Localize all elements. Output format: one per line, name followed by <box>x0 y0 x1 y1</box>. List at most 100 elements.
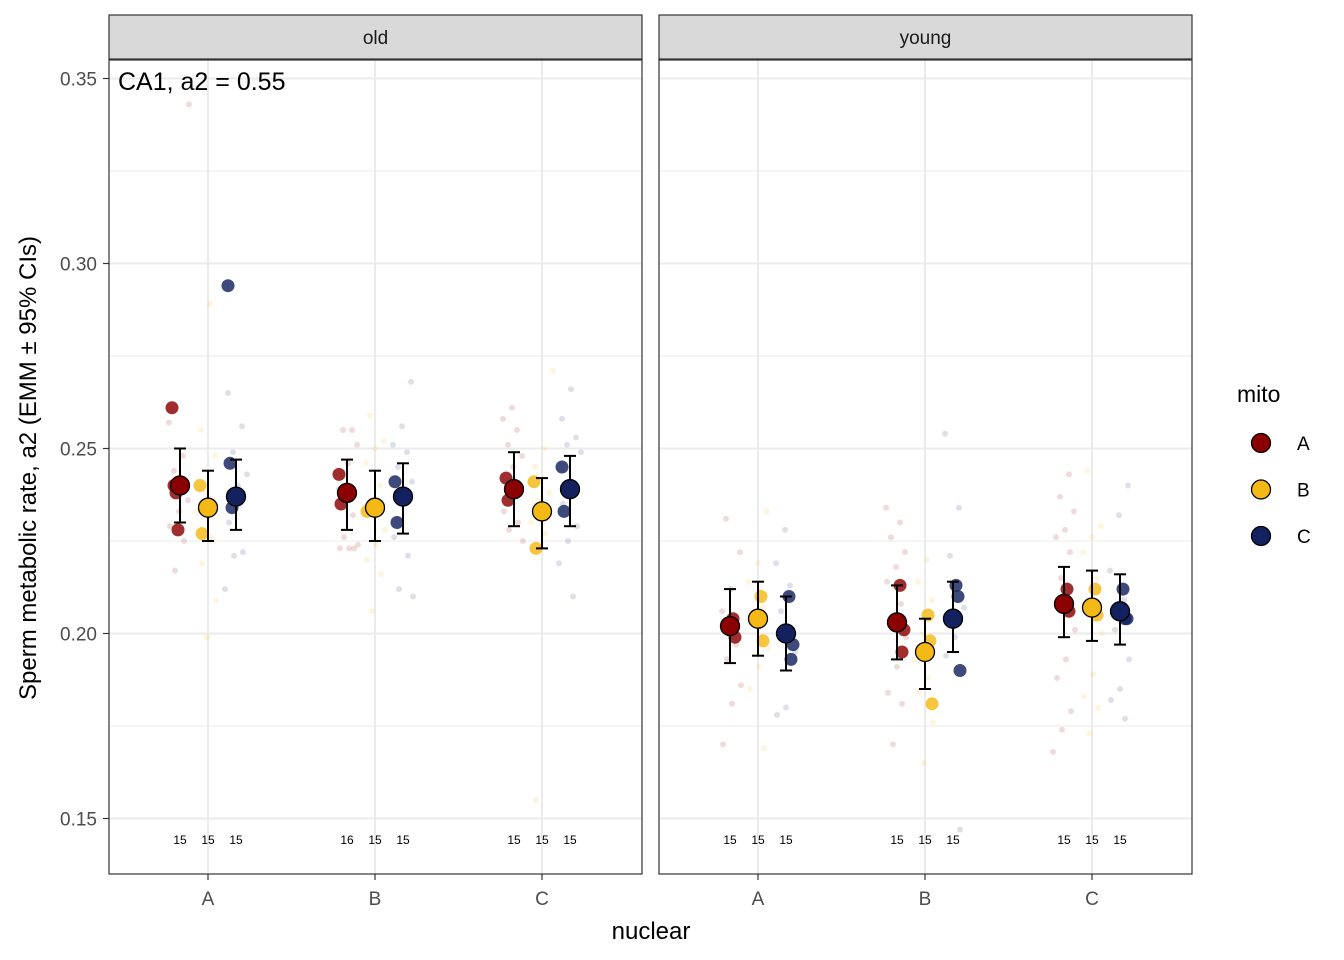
raw-point-faint <box>377 482 383 489</box>
legend-label-B: B <box>1297 481 1310 502</box>
raw-point-faint <box>723 515 729 522</box>
raw-point-faint <box>515 519 521 526</box>
raw-point-faint <box>519 452 525 459</box>
group-A-B: 15 <box>193 301 219 847</box>
x-tick-label: A <box>202 889 215 910</box>
x-tick-label: B <box>919 889 932 910</box>
raw-point-faint <box>1112 626 1118 633</box>
raw-point <box>953 664 967 677</box>
raw-point <box>165 401 179 415</box>
raw-point-faint <box>893 563 899 570</box>
raw-point-faint <box>720 741 726 748</box>
raw-point-faint <box>222 586 228 593</box>
group-A-C: 15 <box>773 526 800 847</box>
sample-size-label: 15 <box>229 833 243 847</box>
raw-point <box>193 479 207 492</box>
raw-point-faint <box>231 552 237 559</box>
y-tick-label: 0.35 <box>60 70 97 91</box>
strip-background <box>658 14 1193 60</box>
raw-point-faint <box>890 741 896 748</box>
raw-point-faint <box>355 541 361 548</box>
raw-point-faint <box>578 449 584 456</box>
raw-point-faint <box>520 538 526 544</box>
raw-point-faint <box>756 663 762 670</box>
emm-point <box>197 497 219 518</box>
legend-key-C <box>1250 525 1272 547</box>
raw-point <box>388 475 402 489</box>
raw-point-faint <box>1095 704 1101 711</box>
raw-point-faint <box>1063 656 1069 663</box>
raw-point-faint <box>574 523 580 530</box>
raw-point-faint <box>916 689 922 696</box>
raw-point-faint <box>898 600 904 607</box>
x-tick-label: C <box>1085 889 1099 910</box>
raw-point-faint <box>1066 471 1072 478</box>
raw-point-faint <box>364 556 370 563</box>
raw-point-faint <box>505 441 511 448</box>
raw-point <box>171 523 185 537</box>
raw-point-faint <box>180 452 186 459</box>
raw-point-faint <box>408 378 414 385</box>
group-A-B: 15 <box>746 508 771 847</box>
legend-title: mito <box>1237 381 1280 407</box>
sample-size-label: 15 <box>201 833 215 847</box>
raw-point-faint <box>947 552 953 559</box>
emm-point <box>775 623 797 644</box>
raw-point-faint <box>1068 708 1074 715</box>
raw-point-faint <box>778 608 784 615</box>
raw-point-faint <box>747 686 753 692</box>
group-C-B: 15 <box>1080 467 1105 847</box>
group-B-C: 15 <box>388 378 416 847</box>
emm-point <box>1053 593 1075 615</box>
group-B-A: 16 <box>332 427 361 847</box>
group-C-B: 15 <box>527 367 556 847</box>
emm-point <box>886 612 908 633</box>
sample-size-label: 15 <box>946 833 960 847</box>
raw-point-faint <box>171 467 177 474</box>
raw-point-faint <box>172 567 178 574</box>
emm-point <box>225 486 247 507</box>
raw-point-faint <box>350 512 356 519</box>
raw-point-faint <box>399 423 405 430</box>
raw-point-faint <box>1126 656 1132 663</box>
raw-point-faint <box>719 608 725 615</box>
group-A-C: 15 <box>221 279 250 847</box>
raw-point-faint <box>724 656 730 663</box>
raw-point-faint <box>212 452 218 459</box>
y-tick-label: 0.25 <box>60 440 97 461</box>
emm-point <box>169 475 191 496</box>
raw-point-faint <box>550 367 556 374</box>
raw-point-faint <box>198 427 204 433</box>
strip-background <box>108 14 643 60</box>
legend-key-B <box>1250 479 1272 500</box>
emm-point <box>1081 597 1103 618</box>
sample-size-label: 15 <box>563 833 577 847</box>
raw-point-faint <box>514 427 520 433</box>
raw-point-faint <box>166 419 172 426</box>
sample-size-label: 15 <box>173 833 187 847</box>
strip-label: old <box>363 28 388 49</box>
raw-point-faint <box>564 441 570 448</box>
y-axis: 0.15 0.20 0.25 0.30 0.35 <box>60 70 109 831</box>
raw-point-faint <box>565 538 571 544</box>
raw-point-faint <box>1086 730 1092 737</box>
raw-point-faint <box>204 634 210 641</box>
sample-size-label: 15 <box>507 833 521 847</box>
raw-point <box>557 504 571 518</box>
raw-point-faint <box>1122 715 1128 722</box>
raw-point-faint <box>240 549 246 556</box>
raw-point-faint <box>774 711 780 718</box>
raw-point-faint <box>391 534 397 541</box>
legend: mito A B C <box>1237 381 1311 548</box>
group-A-A: 15 <box>165 101 192 847</box>
raw-point-faint <box>957 826 963 833</box>
raw-point-faint <box>761 745 767 752</box>
emm-point <box>531 501 553 522</box>
raw-point-faint <box>746 578 752 585</box>
raw-point-faint <box>372 445 378 452</box>
raw-point-faint <box>897 519 903 526</box>
raw-point-faint <box>381 438 387 445</box>
raw-point-faint <box>382 526 388 533</box>
raw-point-faint <box>1080 549 1086 556</box>
